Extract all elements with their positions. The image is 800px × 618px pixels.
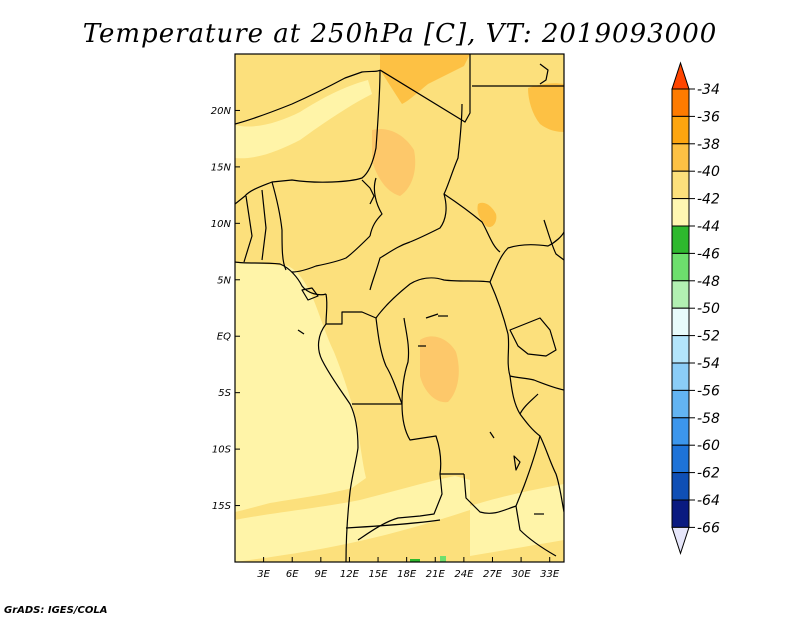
colorbar-swatch [671, 225, 690, 254]
x-tick-label: 33E [540, 569, 560, 580]
region-warm-chad [372, 128, 416, 196]
y-tick-label: EQ [217, 332, 231, 343]
x-tick-label: 9E [314, 569, 327, 580]
colorbar-label: -48 [697, 274, 720, 290]
region-cool-ocean [235, 262, 366, 512]
x-tick-label: 18E [397, 569, 417, 580]
colorbar-label: -56 [697, 383, 720, 399]
colorbar-swatch [671, 170, 690, 200]
colorbar-label: -44 [697, 219, 720, 235]
colorbar-label: -58 [697, 411, 720, 427]
x-tick-label: 12E [340, 569, 360, 580]
region-warm-sudan [477, 202, 497, 228]
region-warm-egypt [528, 83, 564, 132]
colorbar-label: -66 [697, 520, 720, 536]
colorbar-label: -62 [697, 466, 720, 482]
colorbar-label: -46 [697, 246, 720, 262]
colorbar-label: -50 [697, 301, 720, 317]
y-tick-label: 10S [212, 445, 232, 456]
colorbar-swatch [671, 307, 690, 337]
colorbar-swatch [671, 88, 690, 117]
x-tick-label: 6E [286, 569, 299, 580]
colorbar-swatch [671, 252, 690, 282]
region-cool-southwest [235, 476, 470, 562]
x-tick-label: 30E [512, 569, 532, 580]
colorbar-swatch [671, 499, 690, 528]
x-tick-label: 15E [369, 569, 389, 580]
x-tick-label: 3E [257, 569, 270, 580]
colorbar-top-arrow [671, 61, 690, 90]
region-green-patch [410, 559, 420, 562]
colorbar: -34 -36 -38 -40 -42 -44 -46 -48 -50 -52 -54 -56 -58 -… [671, 61, 720, 556]
colorbar-bottom-arrow [671, 526, 690, 556]
colorbar-swatch [671, 362, 690, 391]
country-borders [235, 54, 564, 562]
region-green-patch-2 [440, 556, 446, 562]
y-axis: 20N 15N 10N 5N EQ 5S 10S 15S [211, 106, 240, 512]
y-tick-label: 15S [212, 501, 232, 512]
y-tick-label: 5N [217, 275, 231, 286]
x-tick-label: 27E [483, 569, 503, 580]
colorbar-swatch [671, 335, 690, 364]
colorbar-swatch [671, 280, 690, 309]
colorbar-swatch [671, 389, 690, 419]
y-tick-label: 15N [211, 162, 232, 173]
colorbar-swatch [671, 143, 690, 172]
y-tick-label: 20N [211, 106, 232, 117]
x-tick-label: 24E [454, 569, 474, 580]
colorbar-label: -52 [697, 329, 720, 345]
colorbar-label: -38 [697, 137, 720, 153]
colorbar-label: -36 [697, 109, 720, 125]
x-axis: 3E 6E 9E 12E 15E 18E 21E 24E 27E 30E 33E [257, 557, 560, 580]
y-tick-label: 5S [218, 388, 231, 399]
colorbar-label: -42 [697, 192, 720, 208]
chart-title: Temperature at 250hPa [C], VT: 201909300… [83, 19, 718, 49]
colorbar-label: -60 [697, 438, 720, 454]
y-tick-label: 10N [211, 219, 232, 230]
colorbar-label: -54 [697, 356, 720, 372]
colorbar-label: -64 [697, 493, 720, 509]
colorbar-swatch [671, 115, 690, 145]
colorbar-swatch [671, 417, 690, 446]
region-warm-libya [380, 54, 470, 104]
region-cool-north [235, 80, 372, 159]
colorbar-swatch [671, 472, 690, 501]
colorbar-label: -34 [697, 82, 720, 98]
colorbar-swatch [671, 198, 690, 227]
credit-label: GrADS: IGES/COLA [4, 605, 107, 616]
map-plot-area [235, 54, 564, 562]
x-tick-label: 21E [426, 569, 446, 580]
colorbar-label: -40 [697, 164, 720, 180]
region-warm-central [420, 336, 459, 403]
region-cool-southeast [470, 484, 564, 556]
colorbar-swatch [671, 444, 690, 474]
map-frame [234, 53, 565, 563]
